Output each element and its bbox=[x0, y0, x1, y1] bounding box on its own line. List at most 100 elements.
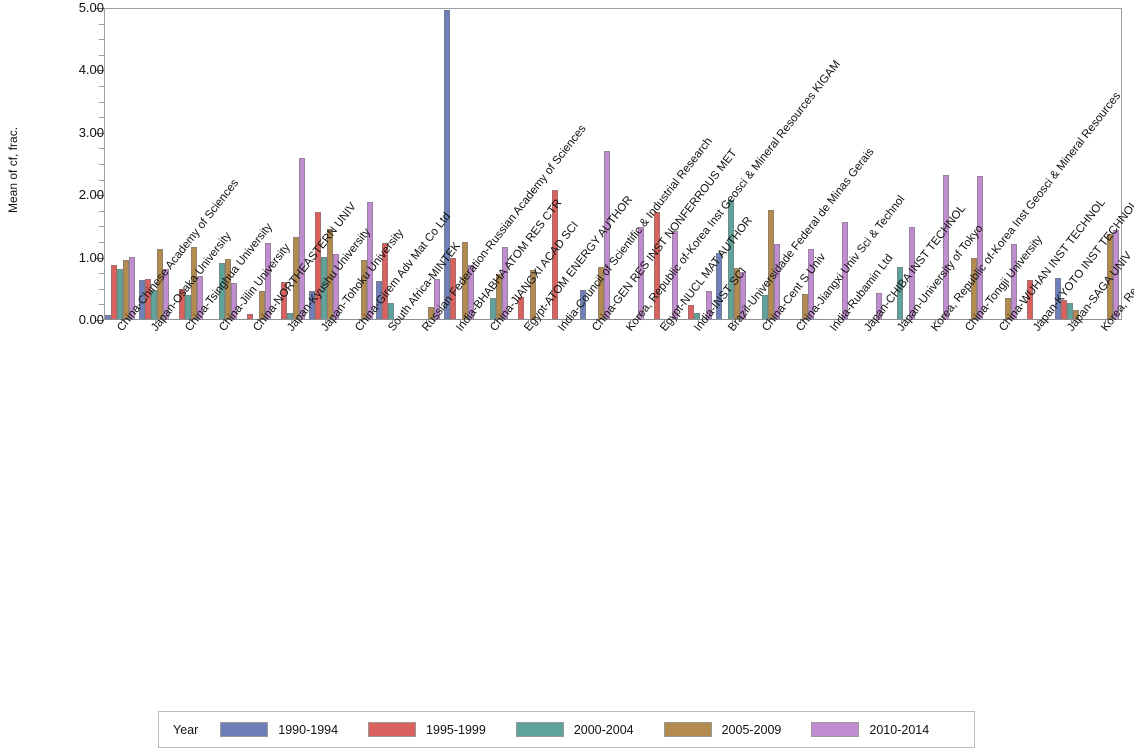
x-tick bbox=[969, 320, 971, 324]
y-tick-major bbox=[96, 8, 104, 9]
y-tick-minor bbox=[99, 226, 104, 228]
y-tick-minor bbox=[99, 148, 104, 150]
bar bbox=[230, 283, 237, 319]
bar bbox=[314, 211, 321, 319]
bar bbox=[1107, 233, 1114, 319]
bar bbox=[761, 295, 768, 319]
bar bbox=[552, 190, 559, 319]
y-tick-minor bbox=[99, 288, 104, 290]
legend-items: 1990-1994 1995-1999 2000-2004 2005-2009 2010… bbox=[220, 722, 959, 737]
x-axis-label: India-Council of Scientific & Industrial… bbox=[556, 135, 715, 334]
bar bbox=[875, 293, 882, 319]
x-tick bbox=[392, 320, 394, 324]
x-tick bbox=[629, 320, 631, 324]
x-tick bbox=[120, 320, 122, 324]
legend-swatch-icon bbox=[368, 722, 417, 737]
y-axis-ticks: 0.00 1.00 2.00 3.00 4.00 5.00 bbox=[0, 0, 104, 328]
bar bbox=[1073, 309, 1080, 319]
legend-swatch-icon bbox=[220, 722, 269, 737]
bar bbox=[258, 290, 265, 319]
x-tick bbox=[596, 320, 598, 324]
bar bbox=[1011, 243, 1018, 319]
bar bbox=[1113, 229, 1120, 319]
bar bbox=[308, 290, 315, 319]
y-tick-minor bbox=[99, 210, 104, 212]
legend-label: 2010-2014 bbox=[869, 722, 930, 737]
x-axis-label: China-Chinese Academy of Sciences bbox=[115, 177, 242, 334]
x-tick bbox=[460, 320, 462, 324]
bar bbox=[468, 265, 475, 319]
y-tick-minor bbox=[99, 39, 104, 41]
bar bbox=[184, 294, 191, 319]
bar bbox=[366, 201, 373, 319]
legend-item[interactable]: 1995-1999 bbox=[368, 722, 486, 737]
bar bbox=[332, 254, 339, 319]
bar bbox=[1061, 300, 1068, 319]
bar bbox=[292, 236, 299, 319]
x-axis-label: China-Cent S Univ bbox=[759, 251, 828, 334]
bar bbox=[518, 296, 525, 319]
bar bbox=[224, 259, 231, 319]
bar bbox=[280, 281, 287, 319]
bar bbox=[841, 221, 848, 319]
bar bbox=[705, 290, 712, 319]
y-tick-label: 4.00 bbox=[78, 62, 104, 78]
x-tick bbox=[188, 320, 190, 324]
y-tick-major bbox=[96, 257, 104, 259]
y-tick-minor bbox=[99, 273, 104, 275]
bar bbox=[138, 280, 145, 319]
x-tick bbox=[1071, 320, 1073, 324]
x-tick bbox=[426, 320, 428, 324]
x-tick bbox=[358, 320, 360, 324]
bar bbox=[104, 315, 111, 319]
y-tick-minor bbox=[99, 86, 104, 87]
x-axis-label: India-Rubamin Ltd bbox=[827, 252, 896, 334]
x-tick bbox=[528, 320, 530, 324]
y-tick-minor bbox=[99, 242, 104, 243]
bar bbox=[320, 256, 327, 319]
bars-layer bbox=[104, 9, 1121, 319]
bar bbox=[693, 313, 700, 319]
y-tick-major bbox=[96, 320, 104, 321]
x-tick bbox=[867, 320, 869, 324]
bar bbox=[715, 252, 722, 319]
x-tick bbox=[494, 320, 496, 324]
x-tick bbox=[799, 320, 801, 324]
y-tick-label: 3.00 bbox=[78, 124, 104, 140]
bar bbox=[496, 274, 503, 319]
legend-item[interactable]: 2005-2009 bbox=[663, 722, 781, 737]
x-tick bbox=[1003, 320, 1005, 324]
bar bbox=[637, 227, 644, 319]
bar bbox=[909, 226, 916, 319]
y-tick-minor bbox=[99, 117, 104, 119]
bar bbox=[286, 312, 293, 319]
bar bbox=[156, 248, 163, 319]
bar bbox=[977, 176, 984, 319]
bar bbox=[382, 242, 389, 319]
bar bbox=[1055, 277, 1062, 319]
legend-swatch-icon bbox=[515, 722, 564, 737]
y-tick-label: 5.00 bbox=[78, 0, 104, 15]
bar bbox=[444, 10, 451, 319]
bar bbox=[298, 158, 305, 319]
bar bbox=[490, 297, 497, 319]
y-tick-minor bbox=[99, 23, 104, 25]
y-tick-minor bbox=[99, 101, 104, 103]
legend: Year 1990-1994 1995-1999 2000-2004 2005-200… bbox=[158, 711, 975, 748]
legend-item[interactable]: 1990-1994 bbox=[220, 722, 338, 737]
legend-item[interactable]: 2010-2014 bbox=[811, 722, 929, 737]
bar bbox=[671, 231, 678, 319]
x-tick bbox=[935, 320, 937, 324]
bar bbox=[178, 289, 185, 319]
bar bbox=[971, 257, 978, 319]
x-tick bbox=[697, 320, 699, 324]
x-tick bbox=[222, 320, 224, 324]
bar bbox=[807, 248, 814, 319]
bar bbox=[264, 242, 271, 319]
legend-item[interactable]: 2000-2004 bbox=[515, 722, 634, 737]
bar bbox=[434, 279, 441, 319]
bar bbox=[128, 256, 135, 319]
bar bbox=[110, 264, 117, 319]
x-tick bbox=[290, 320, 292, 324]
bar bbox=[428, 306, 435, 319]
